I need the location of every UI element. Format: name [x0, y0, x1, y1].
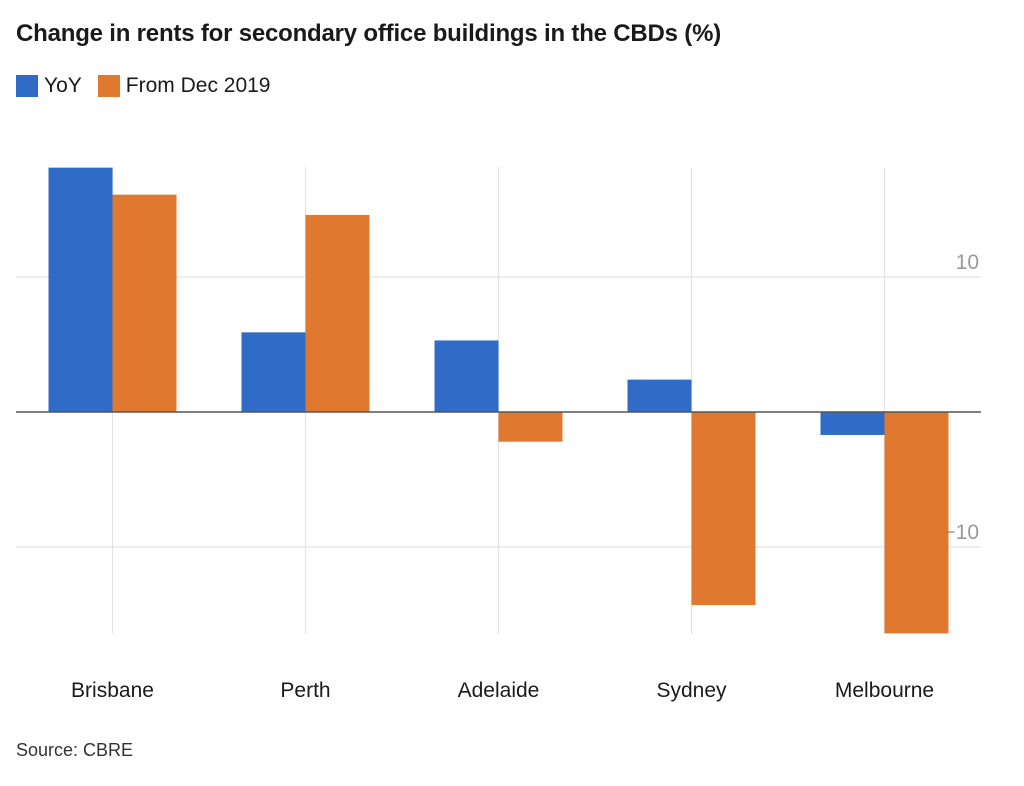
- bar-yoy-perth: [241, 332, 306, 412]
- legend-swatch-yoy: [16, 75, 38, 97]
- bar-yoy-adelaide: [434, 340, 499, 412]
- bar-yoy-melbourne: [820, 412, 885, 435]
- y-tick-label: −10: [943, 521, 979, 544]
- legend-swatch-from-dec-2019: [97, 75, 120, 97]
- chart-title: Change in rents for secondary office bui…: [16, 20, 722, 47]
- x-tick-label: Perth: [280, 679, 330, 702]
- bar-from-dec-2019-adelaide: [498, 412, 563, 442]
- x-tick-label: Sydney: [656, 679, 727, 702]
- x-tick-label: Melbourne: [835, 679, 934, 702]
- legend: YoY From Dec 2019: [16, 74, 287, 98]
- bar-from-dec-2019-sydney: [691, 412, 756, 606]
- bar-yoy-sydney: [627, 379, 692, 412]
- x-tick-label: Brisbane: [71, 679, 154, 702]
- bar-yoy-brisbane: [48, 167, 113, 412]
- legend-item-from-dec-2019: From Dec 2019: [97, 74, 271, 98]
- legend-item-yoy: YoY: [16, 74, 82, 98]
- source-note: Source: CBRE: [16, 740, 134, 760]
- x-tick-label: Adelaide: [458, 679, 540, 702]
- bar-from-dec-2019-melbourne: [884, 412, 949, 634]
- y-tick-label: 10: [956, 251, 979, 274]
- bar-from-dec-2019-perth: [305, 214, 370, 412]
- legend-label-from-dec-2019: From Dec 2019: [125, 74, 271, 97]
- legend-label-yoy: YoY: [44, 74, 82, 97]
- bar-from-dec-2019-brisbane: [112, 194, 177, 412]
